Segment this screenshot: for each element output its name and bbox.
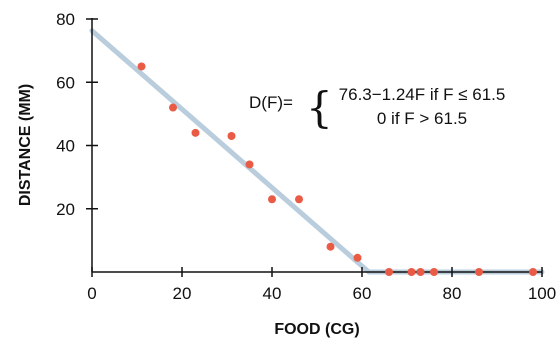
formula-annotation: D(F)= { 76.3−1.24F if F ≤ 61.5 0 if F > …	[249, 83, 505, 132]
data-point	[268, 195, 276, 204]
data-point	[385, 268, 393, 276]
data-point	[475, 268, 483, 276]
data-point	[295, 195, 303, 204]
y-tick-label: 80	[56, 10, 75, 29]
formula-lhs: D(F)=	[249, 93, 293, 112]
formula-brace: {	[306, 83, 333, 132]
x-tick-label: 20	[173, 284, 192, 303]
y-tick-label: 20	[56, 200, 75, 219]
x-tick-label: 80	[443, 284, 462, 303]
data-point	[416, 268, 425, 276]
y-axis-title: DISTANCE (MM)	[17, 84, 34, 206]
formula-case-1: 76.3−1.24F if F ≤ 61.5	[339, 85, 506, 104]
x-tick-label: 100	[528, 284, 556, 303]
x-tick-label: 60	[353, 284, 372, 303]
ticks-group: 0 20 40 60 80 100 20 40 60 80	[56, 10, 556, 303]
data-point	[529, 268, 537, 276]
fit-line	[89, 28, 545, 275]
data-point	[191, 128, 200, 137]
x-tick-label: 40	[263, 284, 282, 303]
x-tick-label: 0	[87, 284, 96, 303]
data-point	[353, 253, 362, 262]
data-point	[169, 103, 177, 112]
data-point	[227, 132, 236, 141]
data-point	[326, 242, 335, 251]
axes-group	[91, 18, 542, 273]
data-point	[430, 268, 438, 276]
points-group	[137, 62, 537, 276]
formula-case-2: 0 if F > 61.5	[377, 109, 467, 128]
y-tick-label: 40	[56, 137, 75, 156]
x-axis-title: FOOD (CG)	[274, 321, 359, 338]
y-tick-label: 60	[56, 73, 75, 92]
data-point	[245, 160, 254, 169]
data-point	[137, 62, 146, 71]
data-point	[407, 268, 416, 276]
fit-line-group	[89, 28, 545, 275]
